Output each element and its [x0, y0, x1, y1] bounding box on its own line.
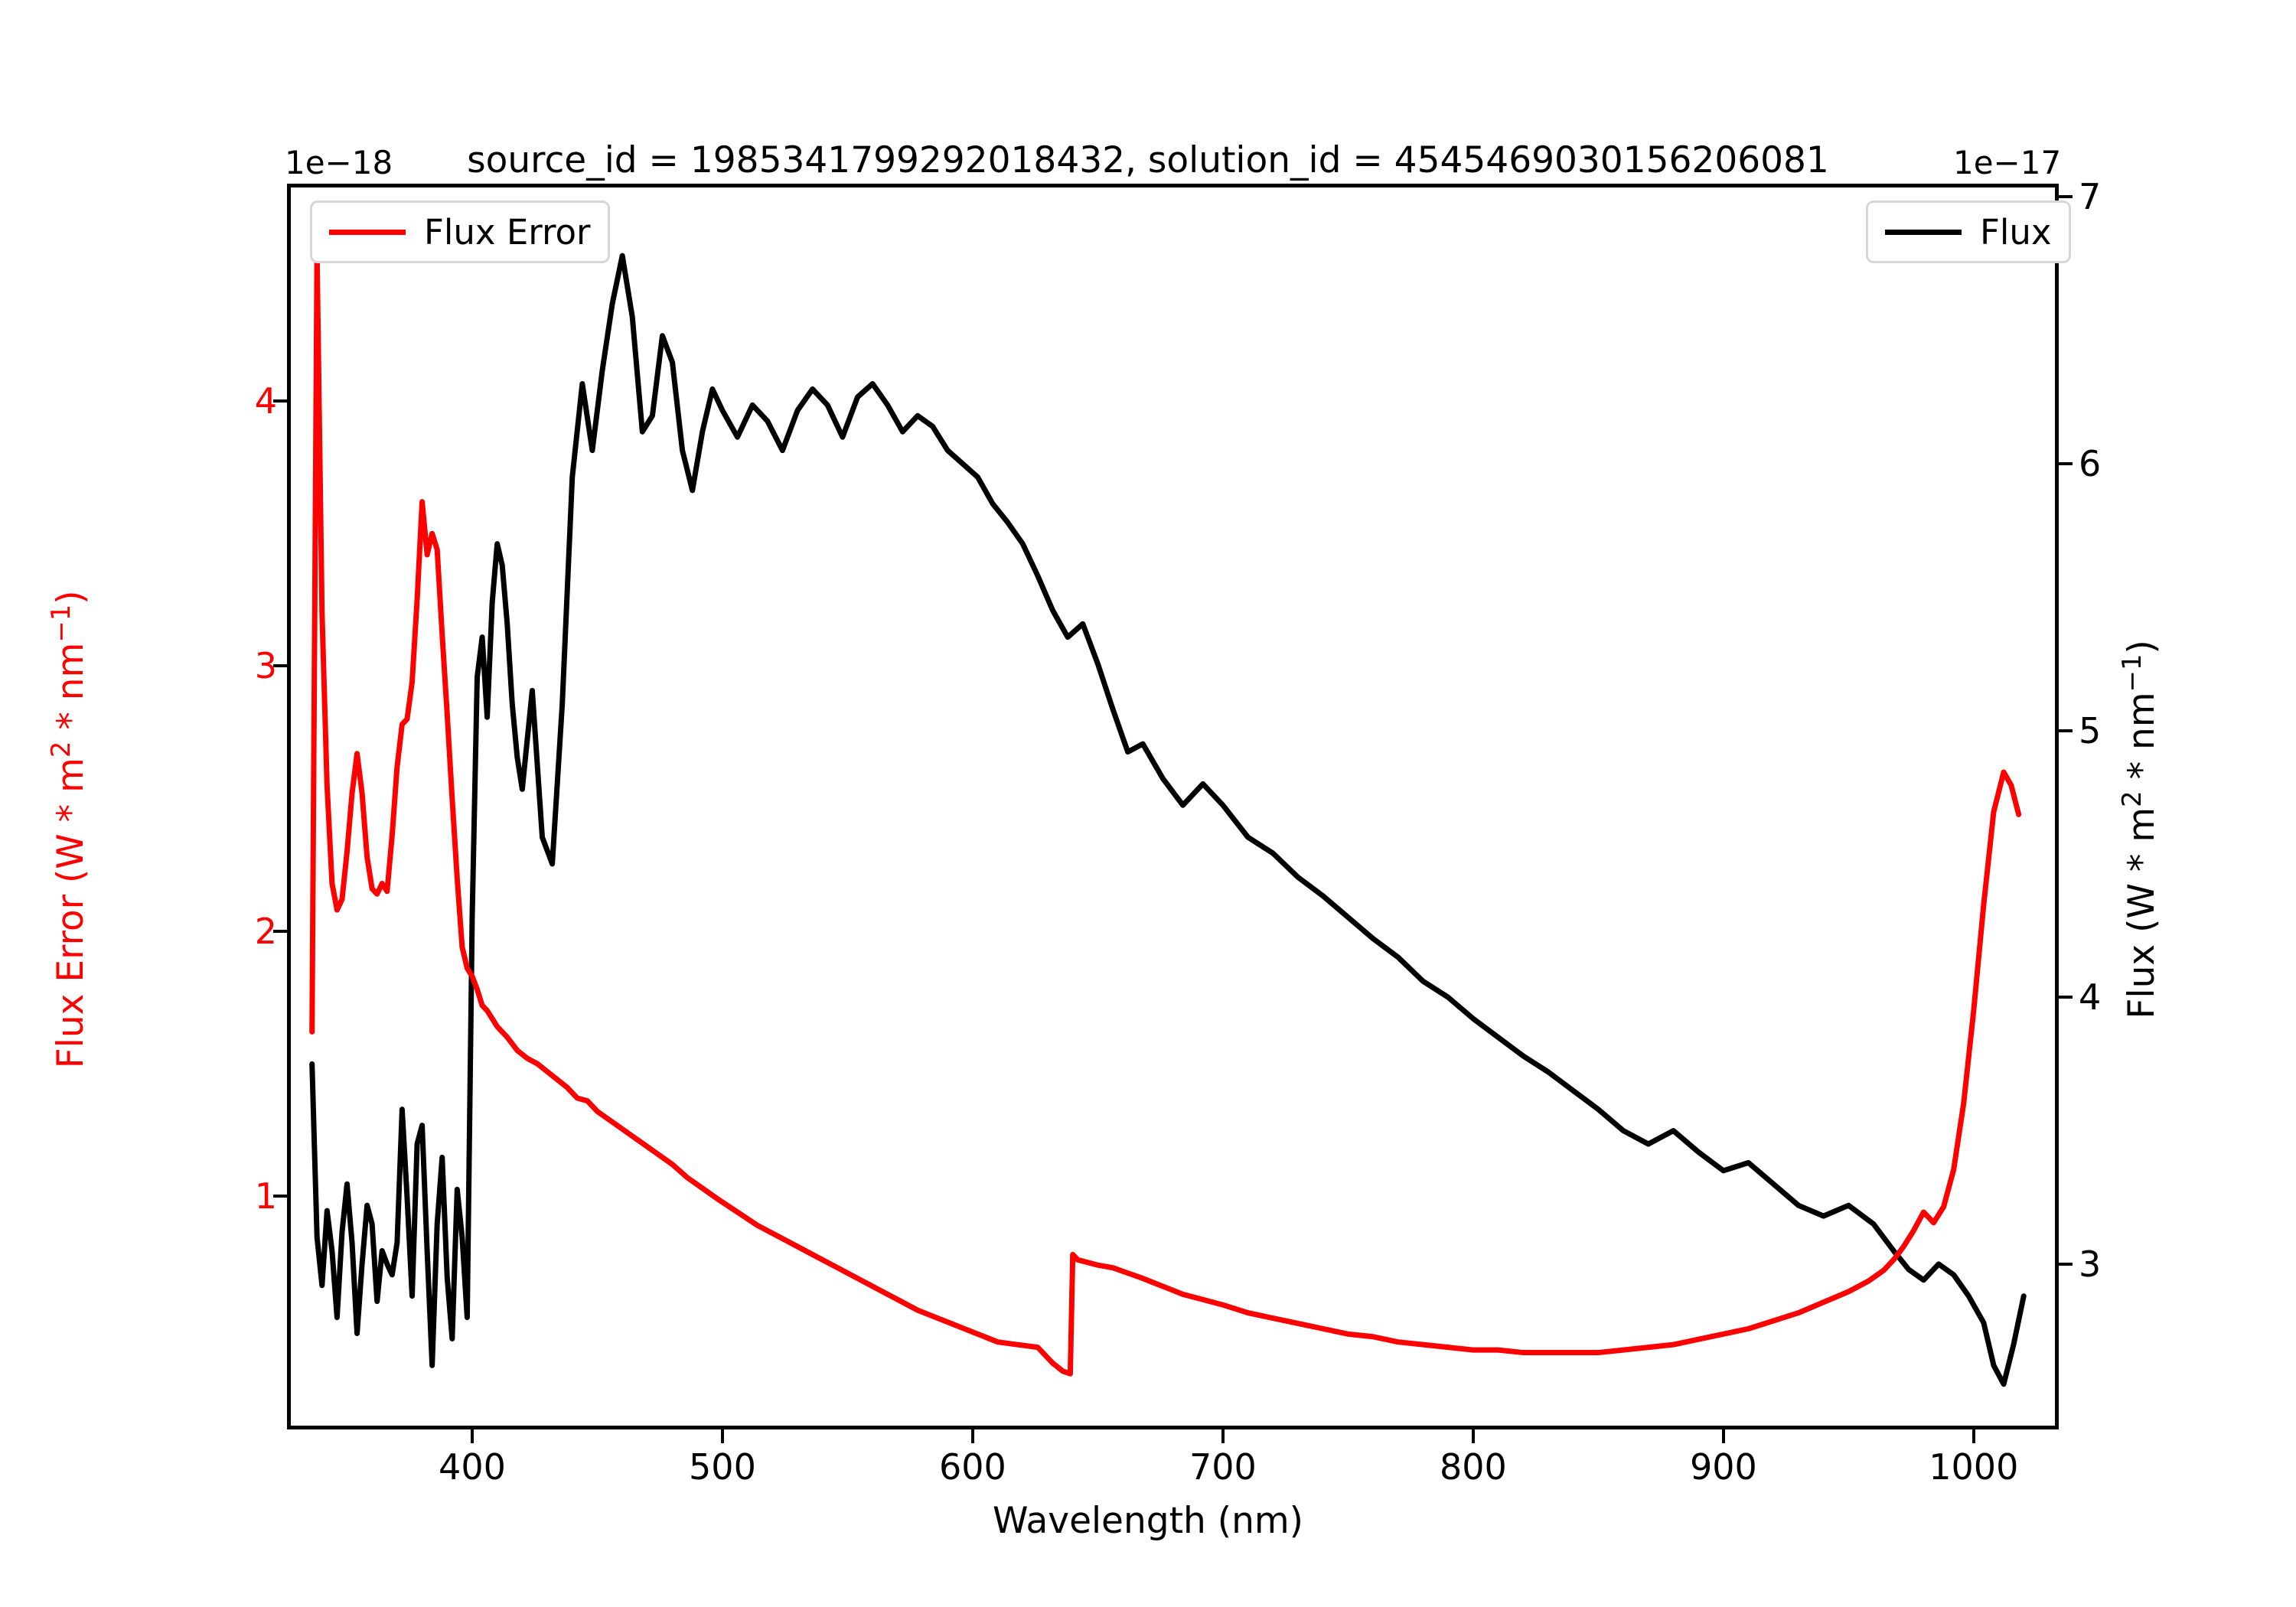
flux-error-line [309, 253, 2022, 1377]
right-y-axis-label-sup1: 2 [2117, 790, 2148, 807]
legend-label-flux: Flux [1980, 211, 2052, 253]
y-tick-mark-right-3 [2059, 1262, 2073, 1266]
y-tick-label-right-5: 5 [2079, 709, 2102, 751]
right-y-axis-label: Flux (W * m2 * nm−1) [2117, 370, 2163, 1289]
plot-area [309, 253, 2027, 1387]
legend-flux[interactable]: Flux [1866, 200, 2071, 263]
right-y-axis-label-prefix: Flux (W * m [2120, 807, 2163, 1019]
x-axis-label: Wavelength (nm) [993, 1500, 1303, 1542]
legend-line-icon-flux [1885, 229, 1962, 235]
flux-line [309, 253, 2027, 1387]
x-tick-label-1000: 1000 [1929, 1446, 2019, 1488]
x-tick-mark-400 [470, 1429, 474, 1443]
legend-label-flux-error: Flux Error [424, 211, 591, 253]
right-axis-offset-label: 1e−17 [1953, 144, 2062, 181]
x-tick-mark-600 [970, 1429, 974, 1443]
y-tick-label-right-7: 7 [2079, 176, 2102, 218]
x-tick-mark-1000 [1971, 1429, 1975, 1443]
y-tick-mark-left-2 [273, 929, 287, 933]
x-tick-mark-700 [1221, 1429, 1225, 1443]
x-tick-label-600: 600 [939, 1446, 1006, 1488]
y-tick-mark-left-4 [273, 399, 287, 403]
right-y-axis-label-sup2: −1 [2117, 654, 2148, 693]
y-tick-mark-right-5 [2059, 729, 2073, 732]
right-y-axis-label-mid: * nm [2120, 692, 2163, 791]
x-tick-label-500: 500 [689, 1446, 756, 1488]
left-y-axis-label-sup2: −1 [46, 604, 77, 643]
x-tick-mark-500 [720, 1429, 724, 1443]
x-tick-label-700: 700 [1189, 1446, 1257, 1488]
y-tick-mark-right-7 [2059, 195, 2073, 199]
x-tick-label-400: 400 [439, 1446, 506, 1488]
left-y-axis-label-mid: * nm [49, 642, 92, 742]
x-tick-label-900: 900 [1689, 1446, 1757, 1488]
plot-title: source_id = 1985341799292018432, solutio… [467, 139, 1829, 181]
x-tick-mark-900 [1721, 1429, 1725, 1443]
left-y-axis-label: Flux Error (W * m2 * nm−1) [46, 370, 92, 1289]
x-tick-label-800: 800 [1439, 1446, 1507, 1488]
x-tick-mark-800 [1471, 1429, 1475, 1443]
left-axis-offset-label: 1e−18 [285, 144, 393, 181]
left-y-axis-label-suffix: ) [49, 590, 92, 605]
axes-frame [287, 184, 2059, 1429]
y-tick-label-right-4: 4 [2079, 976, 2102, 1019]
right-y-axis-label-suffix: ) [2120, 640, 2163, 654]
y-tick-label-right-6: 6 [2079, 443, 2102, 485]
y-tick-mark-right-6 [2059, 462, 2073, 466]
y-tick-mark-right-4 [2059, 996, 2073, 999]
legend-line-icon-flux-error [329, 229, 406, 235]
legend-flux-error[interactable]: Flux Error [310, 200, 610, 263]
left-y-axis-label-sup1: 2 [46, 741, 77, 758]
y-tick-mark-left-3 [273, 664, 287, 668]
left-y-axis-label-prefix: Flux Error (W * m [49, 758, 92, 1069]
y-tick-mark-left-1 [273, 1195, 287, 1198]
y-tick-label-right-3: 3 [2079, 1243, 2102, 1285]
